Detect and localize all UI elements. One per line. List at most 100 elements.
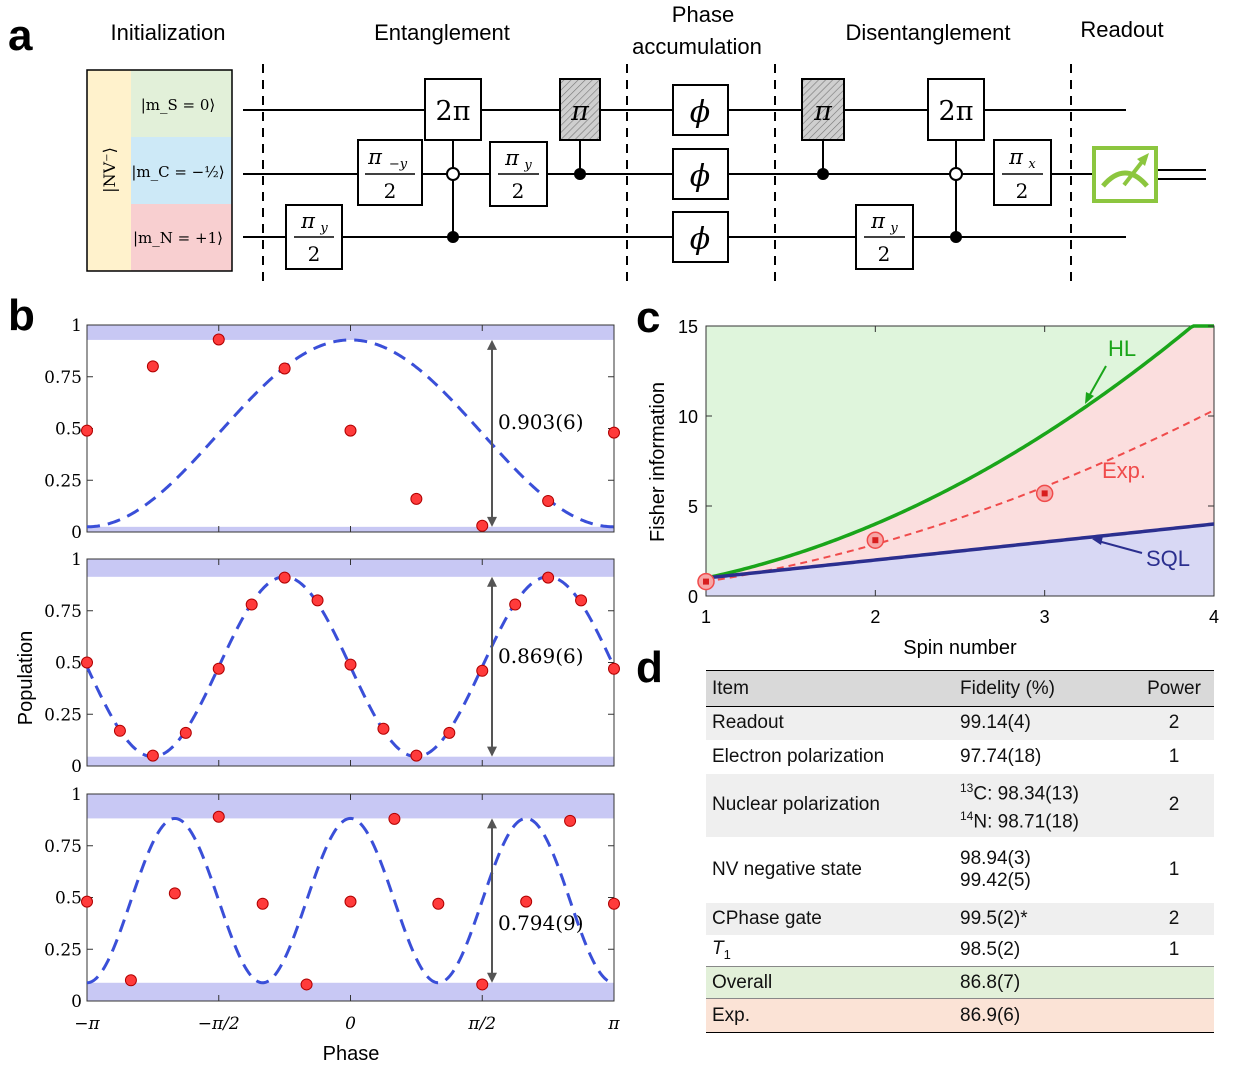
region-between bbox=[706, 326, 1214, 578]
init-frame bbox=[86, 69, 233, 272]
row-item: NV negative state bbox=[706, 836, 954, 903]
y-tick-label: 10 bbox=[678, 407, 698, 427]
sql-pointer-head bbox=[1092, 536, 1103, 545]
row-item: T1 bbox=[706, 934, 954, 967]
panel-label-c: c bbox=[636, 293, 660, 342]
fit-curve bbox=[85, 575, 616, 759]
y-tick-label: 0 bbox=[71, 523, 82, 543]
panel-c-fisher: c 1 2 3 4 0 5 10 15 HL Exp. SQL Fisher information… bbox=[636, 293, 1219, 659]
row-fidelity: 99.5(2)* bbox=[954, 902, 1134, 935]
data-point bbox=[80, 656, 93, 669]
data-point bbox=[278, 362, 291, 375]
stage-accumulation: accumulation bbox=[632, 34, 762, 59]
data-point bbox=[608, 426, 621, 439]
x-tick-label: −π bbox=[74, 1014, 100, 1034]
hl-pointer-head bbox=[1085, 392, 1094, 404]
table-header: Item Fidelity (%) Power bbox=[706, 670, 1214, 707]
y-tick-label: 0.25 bbox=[44, 705, 82, 725]
gate-pi-y-half-nitrogen: π y 2 bbox=[285, 204, 343, 270]
arrow-head bbox=[487, 746, 497, 757]
gate-pi-entangle: π bbox=[559, 78, 601, 141]
hl-label: HL bbox=[1108, 336, 1136, 361]
data-point bbox=[476, 978, 489, 991]
gate-pi-x-half-carbon: π x 2 bbox=[993, 139, 1052, 206]
qubit-nitrogen-box bbox=[131, 204, 232, 271]
b-subplot-3: 0 0.25 0.5 0.75 1 −π −π/2 0 π/2 π 0.794(9) bbox=[44, 785, 620, 1034]
y-tick-label: 0.75 bbox=[44, 602, 82, 622]
row-power: 1 bbox=[1134, 836, 1214, 903]
row-fidelity: 86.8(7) bbox=[954, 966, 1134, 999]
data-point bbox=[542, 571, 555, 584]
gate-pi-minus-y-half-carbon: π −y 2 bbox=[357, 139, 423, 206]
y-tick-label: 15 bbox=[678, 317, 698, 337]
gate-pi-y-half-carbon: π y 2 bbox=[489, 141, 548, 207]
table-row: NV negative state 98.94(3) 99.42(5) 1 bbox=[706, 836, 1214, 903]
open-control-dot bbox=[949, 167, 963, 181]
fit-curve bbox=[86, 816, 615, 985]
qubit-label-carbon: |m_C = −½⟩ bbox=[131, 163, 224, 181]
svg-text:π: π bbox=[367, 145, 383, 169]
row-item: Overall bbox=[706, 966, 954, 999]
data-point bbox=[509, 598, 522, 611]
b-xlabel: Phase bbox=[323, 1043, 380, 1065]
svg-text:y: y bbox=[523, 158, 532, 173]
data-point bbox=[344, 895, 357, 908]
data-point bbox=[113, 724, 126, 737]
y-tick-label: 1 bbox=[71, 316, 82, 336]
svg-text:2: 2 bbox=[308, 242, 321, 266]
row-fidelity: 13C: 98.34(13) 14N: 98.71(18) bbox=[954, 773, 1134, 837]
data-point bbox=[476, 519, 489, 532]
row-power: 1 bbox=[1134, 739, 1214, 774]
init-state-label: |NV⁻⟩ bbox=[100, 147, 119, 193]
arrow-head bbox=[487, 516, 497, 527]
open-control-dot bbox=[446, 167, 460, 181]
panel-a-circuit: a Initialization Entanglement Phase accu… bbox=[8, 2, 1206, 282]
svg-text:π: π bbox=[870, 209, 886, 233]
row-fidelity: 98.94(3) 99.42(5) bbox=[954, 836, 1134, 903]
stage-readout: Readout bbox=[1080, 17, 1163, 42]
row-item: Electron polarization bbox=[706, 739, 954, 774]
table-row: Nuclear polarization 13C: 98.34(13) 14N:… bbox=[706, 773, 1214, 837]
data-point bbox=[256, 897, 269, 910]
qubit-electron-box bbox=[131, 70, 232, 137]
data-point bbox=[443, 726, 456, 739]
svg-text:ϕ: ϕ bbox=[690, 222, 710, 257]
qubit-carbon-box bbox=[131, 137, 232, 204]
y-tick-label: 0.75 bbox=[44, 837, 82, 857]
x-tick-label: 2 bbox=[870, 607, 880, 627]
row-power bbox=[1134, 998, 1214, 1033]
data-point bbox=[542, 494, 555, 507]
data-point bbox=[245, 598, 258, 611]
panel-label-b: b bbox=[8, 291, 35, 340]
c-ylabel: Fisher information bbox=[647, 382, 669, 542]
sql-label: SQL bbox=[1146, 546, 1190, 571]
gate-phi-nitrogen: ϕ bbox=[672, 211, 729, 263]
data-point bbox=[168, 887, 181, 900]
svg-text:x: x bbox=[1028, 157, 1036, 172]
data-point bbox=[146, 749, 159, 762]
gate-2pi-entangle: 2π bbox=[424, 78, 482, 141]
svg-text:2: 2 bbox=[512, 179, 525, 203]
data-point bbox=[278, 571, 291, 584]
svg-text:ϕ: ϕ bbox=[690, 95, 710, 130]
table-row-overall: Overall 86.8(7) bbox=[706, 966, 1214, 999]
sql-pointer bbox=[1097, 540, 1143, 554]
data-point bbox=[124, 974, 137, 987]
data-point bbox=[212, 810, 225, 823]
arrow-head bbox=[487, 972, 497, 983]
hl-curve bbox=[705, 324, 1214, 580]
svg-text:ϕ: ϕ bbox=[690, 159, 710, 194]
svg-text:2: 2 bbox=[384, 179, 397, 203]
x-tick-label: 1 bbox=[701, 607, 711, 627]
qubit-label-electron: |m_S = 0⟩ bbox=[141, 96, 216, 114]
svg-text:π: π bbox=[570, 96, 590, 127]
data-point bbox=[146, 360, 159, 373]
x-tick-label: 4 bbox=[1209, 607, 1219, 627]
gate-2pi-disentangle: 2π bbox=[927, 78, 985, 141]
row-item: Nuclear polarization bbox=[706, 773, 954, 837]
row-item: Readout bbox=[706, 706, 954, 740]
exp-point-core bbox=[872, 537, 879, 544]
data-point bbox=[476, 664, 489, 677]
svg-text:y: y bbox=[889, 221, 898, 236]
hl-pointer bbox=[1087, 365, 1107, 399]
